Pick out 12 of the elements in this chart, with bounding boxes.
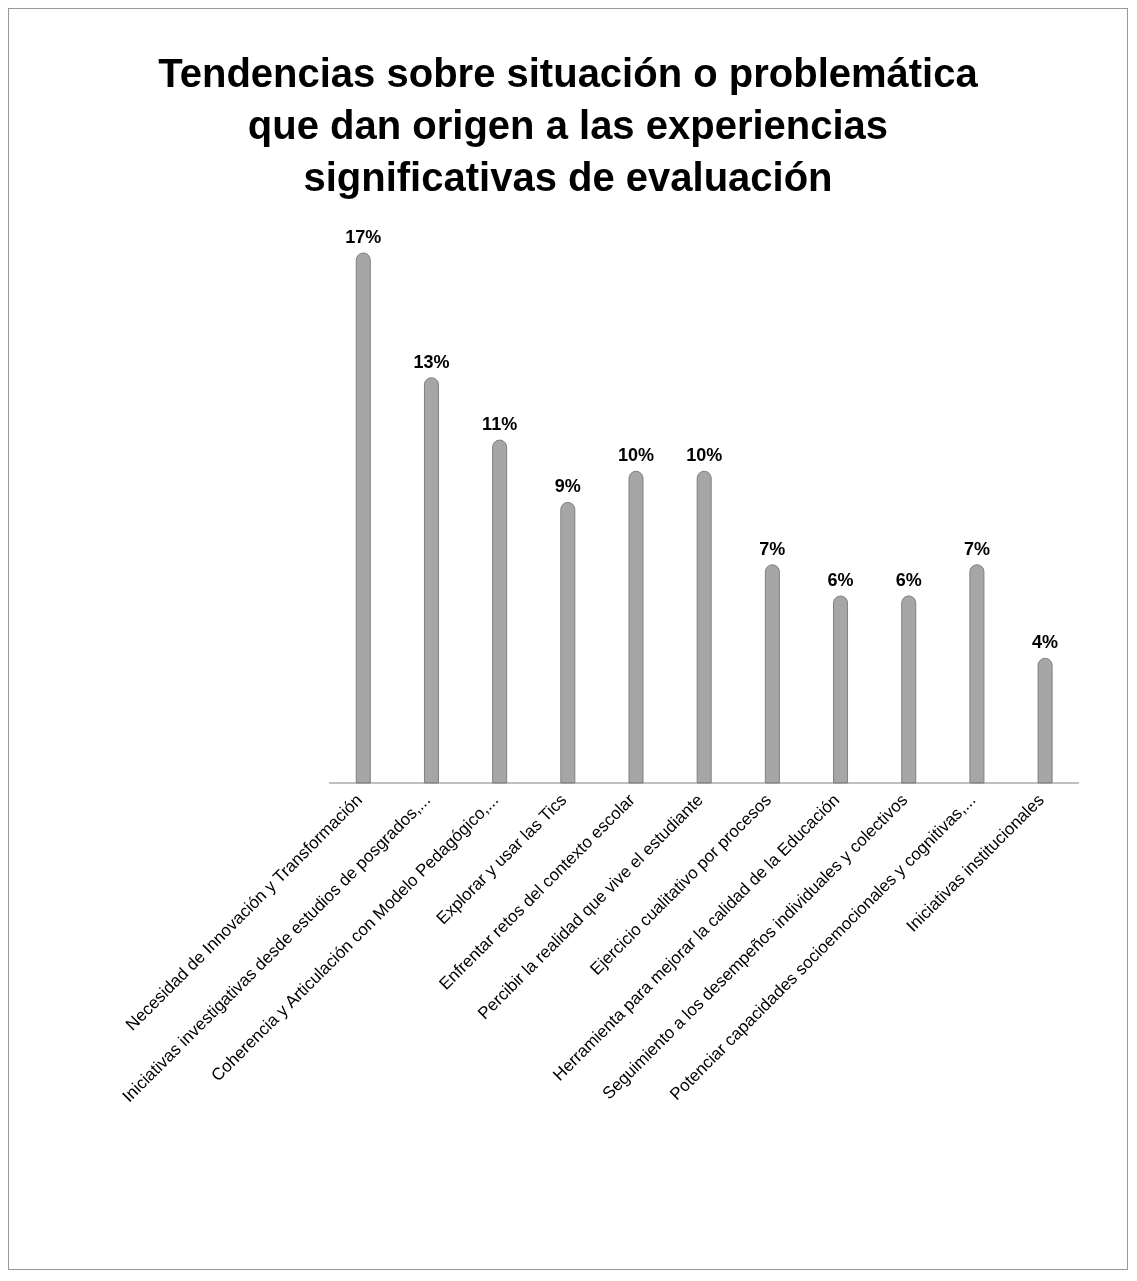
data-label: 7% xyxy=(963,538,990,559)
data-label: 6% xyxy=(895,569,922,590)
data-label: 10% xyxy=(686,445,723,466)
data-label: 17% xyxy=(345,227,382,247)
data-label: 10% xyxy=(617,445,655,466)
data-label: 9% xyxy=(554,476,581,497)
data-label: 6% xyxy=(827,569,854,590)
data-label: 11% xyxy=(482,414,518,435)
data-label: 13% xyxy=(413,351,450,372)
data-label: 7% xyxy=(759,538,786,559)
data-label: 4% xyxy=(1032,632,1059,653)
chart-title: Tendencias sobre situación o problemática que dan origen a las experiencias significativas de evaluación xyxy=(157,50,979,201)
